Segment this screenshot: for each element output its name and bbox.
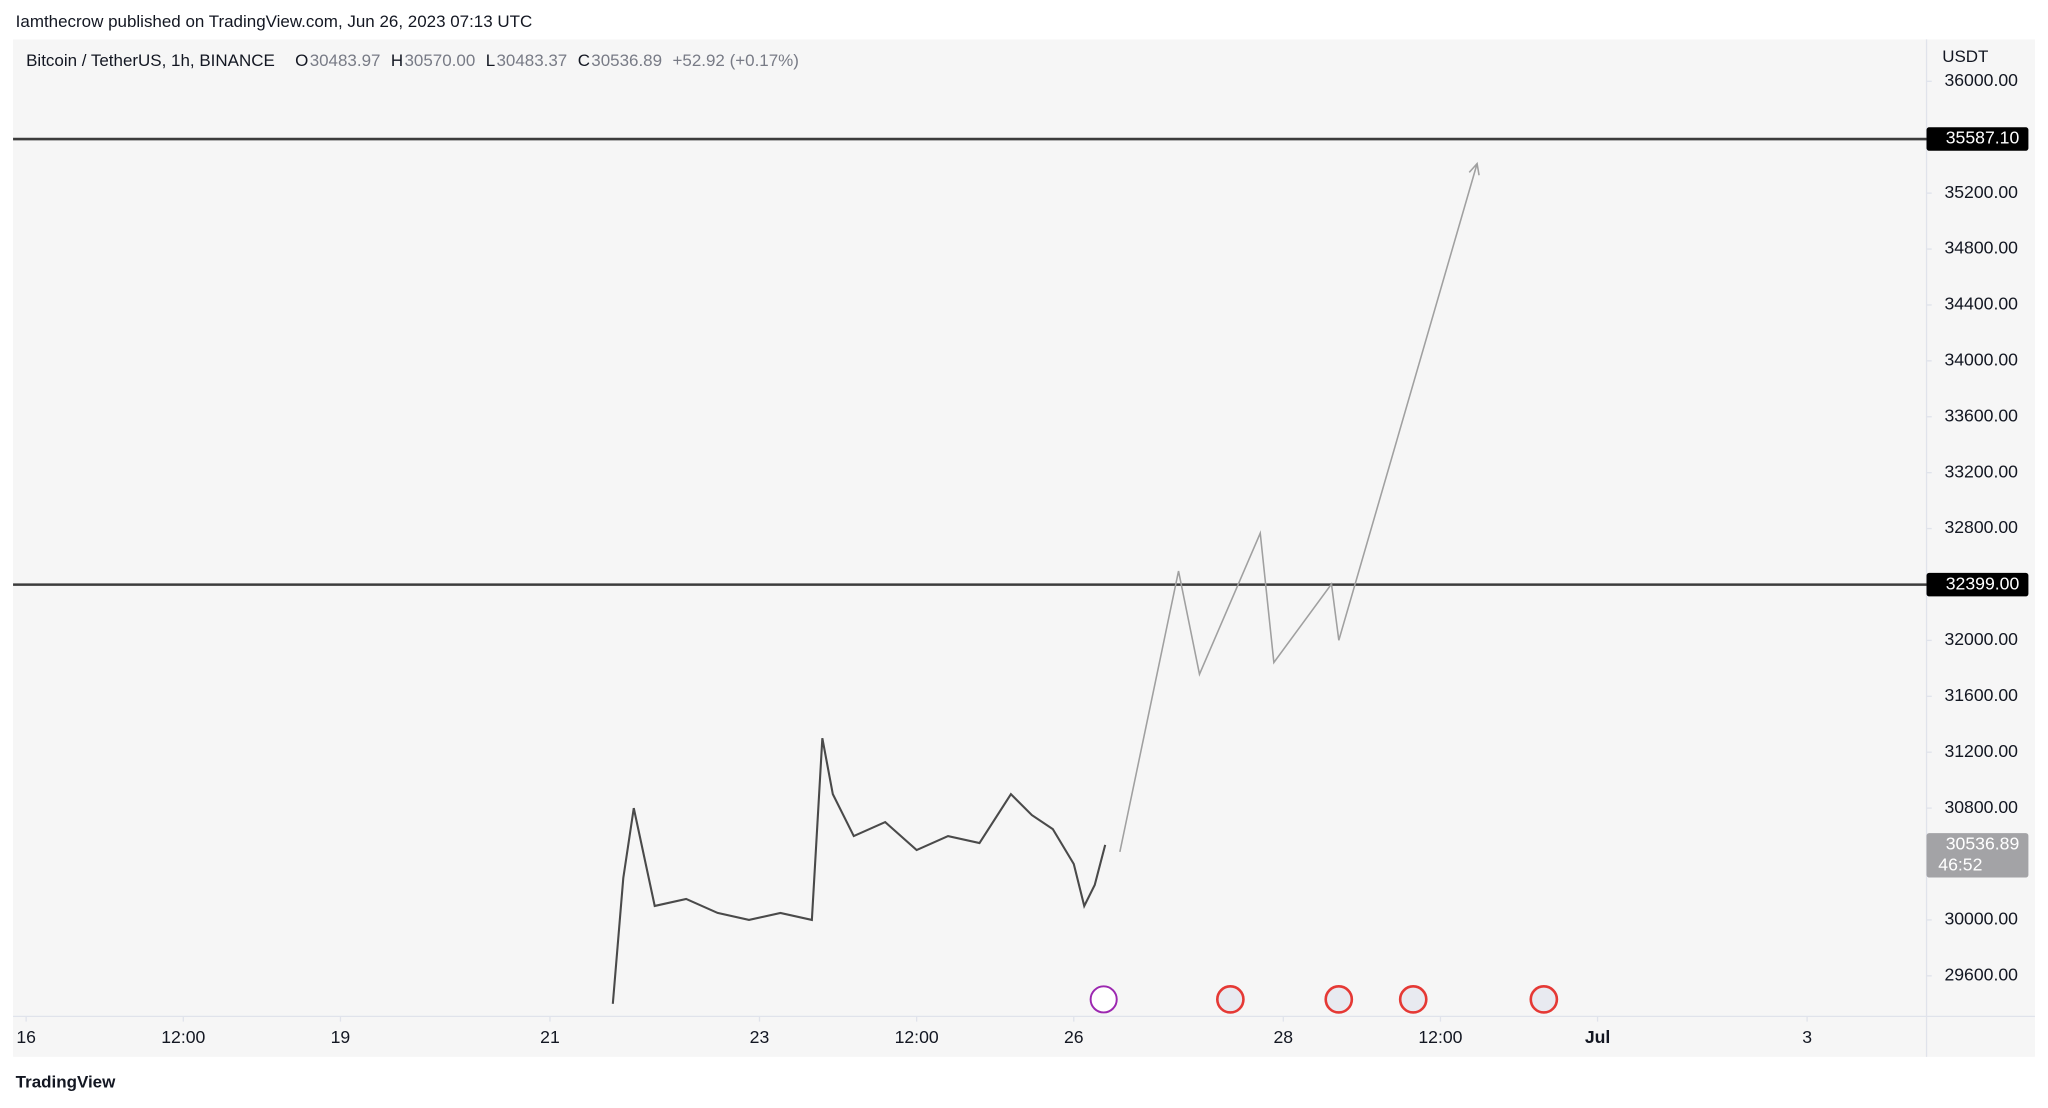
- published-note: Iamthecrow published on TradingView.com,…: [16, 12, 533, 31]
- x-tick-label: 12:00: [1418, 1027, 1462, 1047]
- y-tick-label: 33200.00: [1944, 461, 2018, 481]
- y-tick-label: 30000.00: [1944, 909, 2018, 929]
- y-tick-label: 32000.00: [1944, 629, 2018, 649]
- countdown: 46:52: [1938, 854, 1982, 874]
- y-tick-label: 29600.00: [1944, 964, 2018, 984]
- footer-brand: TradingView: [16, 1072, 116, 1091]
- y-tick-label: 33600.00: [1944, 405, 2018, 425]
- y-tick-label: 35200.00: [1944, 182, 2018, 202]
- ohlc-value: 30536.89: [591, 51, 662, 70]
- x-tick-label: 21: [540, 1027, 560, 1047]
- ohlc-value: 30483.37: [496, 51, 567, 70]
- arrow-head: [1468, 161, 1480, 176]
- x-tick-label: Jul: [1585, 1027, 1610, 1047]
- ohlc-value: 30483.97: [310, 51, 381, 70]
- x-tick-label: 12:00: [895, 1027, 939, 1047]
- y-tick-label: 30800.00: [1944, 797, 2018, 817]
- ohlc-label: O: [295, 51, 308, 70]
- symbol-title: Bitcoin / TetherUS, 1h, BINANCE: [26, 51, 275, 70]
- ohlc-label: L: [486, 51, 495, 70]
- x-tick-label: 28: [1273, 1027, 1293, 1047]
- x-tick-label: 12:00: [161, 1027, 205, 1047]
- last-price-label: 30536.89: [1946, 834, 2020, 854]
- x-tick-label: 19: [331, 1027, 351, 1047]
- y-unit: USDT: [1942, 47, 1988, 66]
- y-tick-label: 34000.00: [1944, 350, 2018, 370]
- level-label-box: [1926, 127, 2029, 151]
- event-icons: [1089, 985, 1559, 1014]
- x-tick-label: 16: [16, 1027, 36, 1047]
- y-tick-label: 34800.00: [1944, 238, 2018, 258]
- plot-background: [13, 39, 2035, 1057]
- ohlc-label: H: [391, 51, 403, 70]
- x-tick-label: 23: [750, 1027, 770, 1047]
- last-price-box: [1926, 833, 2029, 878]
- y-tick-label: 32800.00: [1944, 517, 2018, 537]
- price-change: +52.92 (+0.17%): [673, 51, 799, 70]
- y-tick-label: 31600.00: [1944, 685, 2018, 705]
- x-tick-label: 26: [1064, 1027, 1084, 1047]
- level-label-box: [1926, 572, 2029, 597]
- price-path: [611, 738, 1107, 1004]
- ohlc-value: 30570.00: [404, 51, 475, 70]
- level-label: 35587.10: [1946, 128, 2020, 148]
- price-path: [1119, 163, 1478, 853]
- y-tick-label: 36000.00: [1944, 70, 2018, 90]
- level-label: 32399.00: [1946, 573, 2020, 593]
- ohlc-label: C: [578, 51, 590, 70]
- y-tick-label: 31200.00: [1944, 741, 2018, 761]
- x-tick-label: 3: [1802, 1027, 1812, 1047]
- y-tick-label: 34400.00: [1944, 294, 2018, 314]
